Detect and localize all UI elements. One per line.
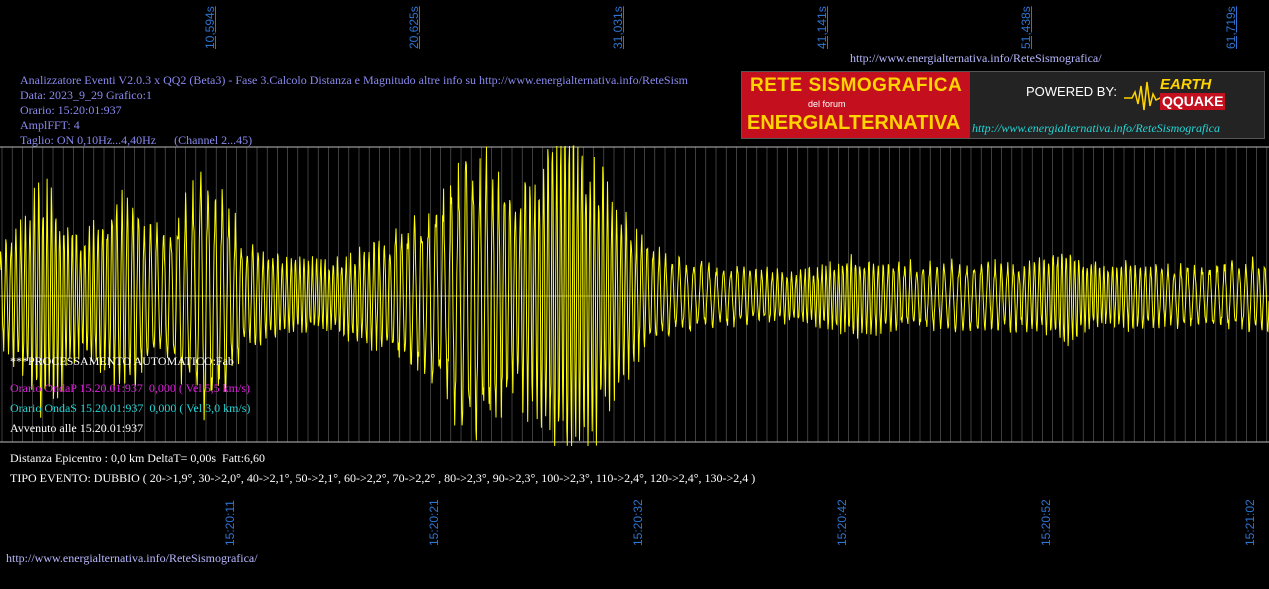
top-url-link[interactable]: http://www.energialternativa.info/ReteSi… bbox=[850, 51, 1102, 65]
onda-s-time: Orario OndaS 15.20.01:937 0,000 ( Vel 3,… bbox=[10, 401, 251, 415]
banner-subtitle: del forum bbox=[808, 99, 846, 109]
banner-title-2: ENERGIALTERNATIVA bbox=[747, 112, 961, 134]
logo-quake-text: QQUAKE bbox=[1160, 93, 1226, 110]
bottom-url-link[interactable]: http://www.energialternativa.info/ReteSi… bbox=[6, 551, 258, 565]
trace-layer bbox=[0, 145, 1269, 447]
header-time: Orario: 15:20:01:937 bbox=[20, 103, 122, 117]
top-tick-label: 10,594s bbox=[203, 6, 217, 49]
processing-auto: ***PROCESSAMENTO AUTOMATICO:Fab bbox=[10, 354, 234, 368]
earthquake-logo: EARTH QQUAKE bbox=[1124, 76, 1226, 114]
bottom-tick-label: 15:20:32 bbox=[631, 499, 645, 546]
header-filter: Taglio: ON 0,10Hz...4,40Hz (Channel 2...… bbox=[20, 133, 253, 147]
rete-sismografica-banner[interactable]: RETE SISMOGRAFICA del forum ENERGIALTERN… bbox=[741, 71, 1265, 139]
epicenter-distance: Distanza Epicentro : 0,0 km DeltaT= 0,00… bbox=[10, 451, 266, 465]
seismic-trace bbox=[0, 145, 1269, 447]
bottom-tick-label: 15:20:21 bbox=[427, 499, 441, 546]
seismic-wave-icon bbox=[1124, 81, 1164, 111]
bottom-tick-label: 15:21:02 bbox=[1243, 499, 1257, 546]
banner-powered-by: POWERED BY: bbox=[1026, 84, 1118, 99]
banner-url[interactable]: http://www.energialternativa.info/ReteSi… bbox=[972, 121, 1220, 135]
event-type: TIPO EVENTO: DUBBIO ( 20->1,9°, 30->2,0°… bbox=[10, 471, 756, 485]
grid-lines bbox=[0, 146, 1269, 443]
top-tick-label: 41,141s bbox=[815, 6, 829, 49]
header-amplfft: AmplFFT: 4 bbox=[20, 118, 80, 132]
bottom-tick-label: 15:20:42 bbox=[835, 499, 849, 546]
bottom-tick-label: 15:20:52 bbox=[1039, 499, 1053, 546]
logo-earth-text: EARTH bbox=[1160, 76, 1212, 93]
event-time: Avvenuto alle 15.20.01:937 bbox=[10, 421, 144, 435]
header-title: Analizzatore Eventi V2.0.3 x QQ2 (Beta3)… bbox=[20, 73, 688, 87]
header-date: Data: 2023_9_29 Grafico:1 bbox=[20, 88, 152, 102]
top-tick-label: 51,438s bbox=[1019, 6, 1033, 49]
top-tick-label: 61,719s bbox=[1224, 6, 1238, 49]
top-tick-label: 20,625s bbox=[407, 6, 421, 49]
bottom-tick-label: 15:20:11 bbox=[223, 500, 237, 546]
top-tick-label: 31,031s bbox=[611, 6, 625, 49]
banner-title-1: RETE SISMOGRAFICA bbox=[750, 75, 963, 96]
onda-p-time: Orario OndaP 15.20.01:937 0,000 ( Vel 5,… bbox=[10, 381, 250, 395]
